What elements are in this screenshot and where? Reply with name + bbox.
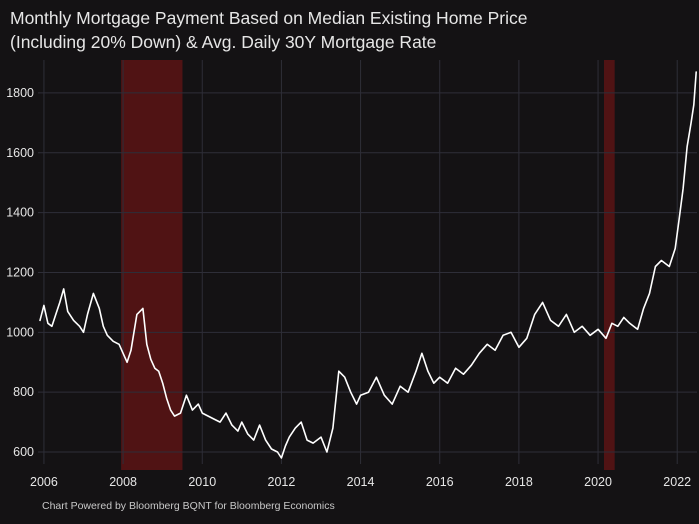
y-tick-label-1400: 1400 [6,206,34,220]
x-tick-label-2014: 2014 [347,475,375,489]
x-tick-label-2016: 2016 [426,475,454,489]
x-tick-label-2006: 2006 [30,475,58,489]
y-tick-label-1200: 1200 [6,265,34,279]
y-tick-label-600: 600 [13,445,34,459]
y-tick-label-800: 800 [13,385,34,399]
y-tick-label-1600: 1600 [6,146,34,160]
x-tick-label-2010: 2010 [188,475,216,489]
x-tick-label-2018: 2018 [505,475,533,489]
x-tick-label-2012: 2012 [268,475,296,489]
x-tick-label-2022: 2022 [663,475,691,489]
recession-band-0 [121,60,183,470]
x-tick-label-2008: 2008 [109,475,137,489]
y-tick-label-1000: 1000 [6,325,34,339]
chart-footer: Chart Powered by Bloomberg BQNT for Bloo… [42,500,335,512]
gridlines [38,60,697,464]
y-tick-label-1800: 1800 [6,86,34,100]
chart-title-block: Monthly Mortgage Payment Based on Median… [10,6,527,54]
y-axis-ticks: 600 800 1000 1200 1400 1600 1800 [6,86,34,459]
x-axis-ticks: 2006 2008 2010 2012 2014 2016 2018 2020 2022 [30,475,691,489]
x-tick-label-2020: 2020 [584,475,612,489]
recession-band-1 [603,60,615,470]
series-line-0 [39,71,698,459]
recession-bands [121,60,615,470]
series-lines [39,71,698,459]
chart-subtitle: (Including 20% Down) & Avg. Daily 30Y Mo… [10,32,437,52]
chart-title: Monthly Mortgage Payment Based on Median… [10,8,528,28]
